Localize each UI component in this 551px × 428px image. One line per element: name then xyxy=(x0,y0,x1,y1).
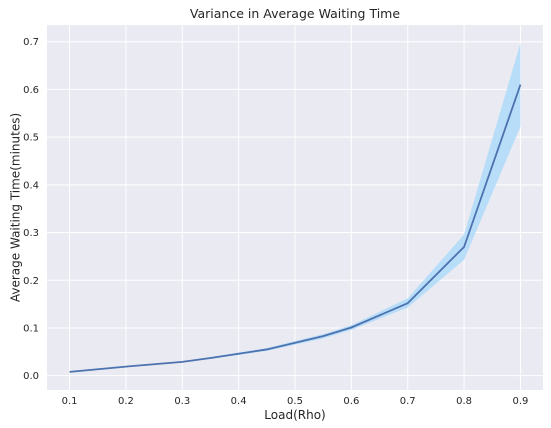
y-tick-label: 0.5 xyxy=(23,133,39,144)
y-tick-label: 0.4 xyxy=(23,180,39,191)
chart-title: Variance in Average Waiting Time xyxy=(190,6,400,21)
y-tick-label: 0.2 xyxy=(23,276,39,287)
y-tick-label: 0.7 xyxy=(23,37,39,48)
x-tick-label: 0.1 xyxy=(62,396,78,407)
mean-line xyxy=(69,84,522,373)
x-tick-label: 0.6 xyxy=(343,396,359,407)
x-axis-label: Load(Rho) xyxy=(264,408,325,422)
x-tick-label: 0.2 xyxy=(118,396,134,407)
x-tick-label: 0.4 xyxy=(231,396,247,407)
y-tick-label: 0.1 xyxy=(23,323,39,334)
x-tick-label: 0.9 xyxy=(513,396,529,407)
y-tick-label: 0.6 xyxy=(23,85,39,96)
x-tick-label: 0.7 xyxy=(400,396,416,407)
x-tick-label: 0.3 xyxy=(174,396,190,407)
series-lines xyxy=(69,84,522,373)
y-tick-label: 0.3 xyxy=(23,228,39,239)
x-tick-label: 0.8 xyxy=(456,396,472,407)
y-tick-label: 0.0 xyxy=(23,371,39,382)
x-tick-labels: 0.1 0.2 0.3 0.4 0.5 0.6 0.7 0.8 0.9 xyxy=(62,396,529,407)
y-tick-labels: 0.0 0.1 0.2 0.3 0.4 0.5 0.6 0.7 xyxy=(23,37,39,382)
x-tick-label: 0.5 xyxy=(287,396,303,407)
y-axis-label: Average Waiting Time(minutes) xyxy=(9,113,23,302)
